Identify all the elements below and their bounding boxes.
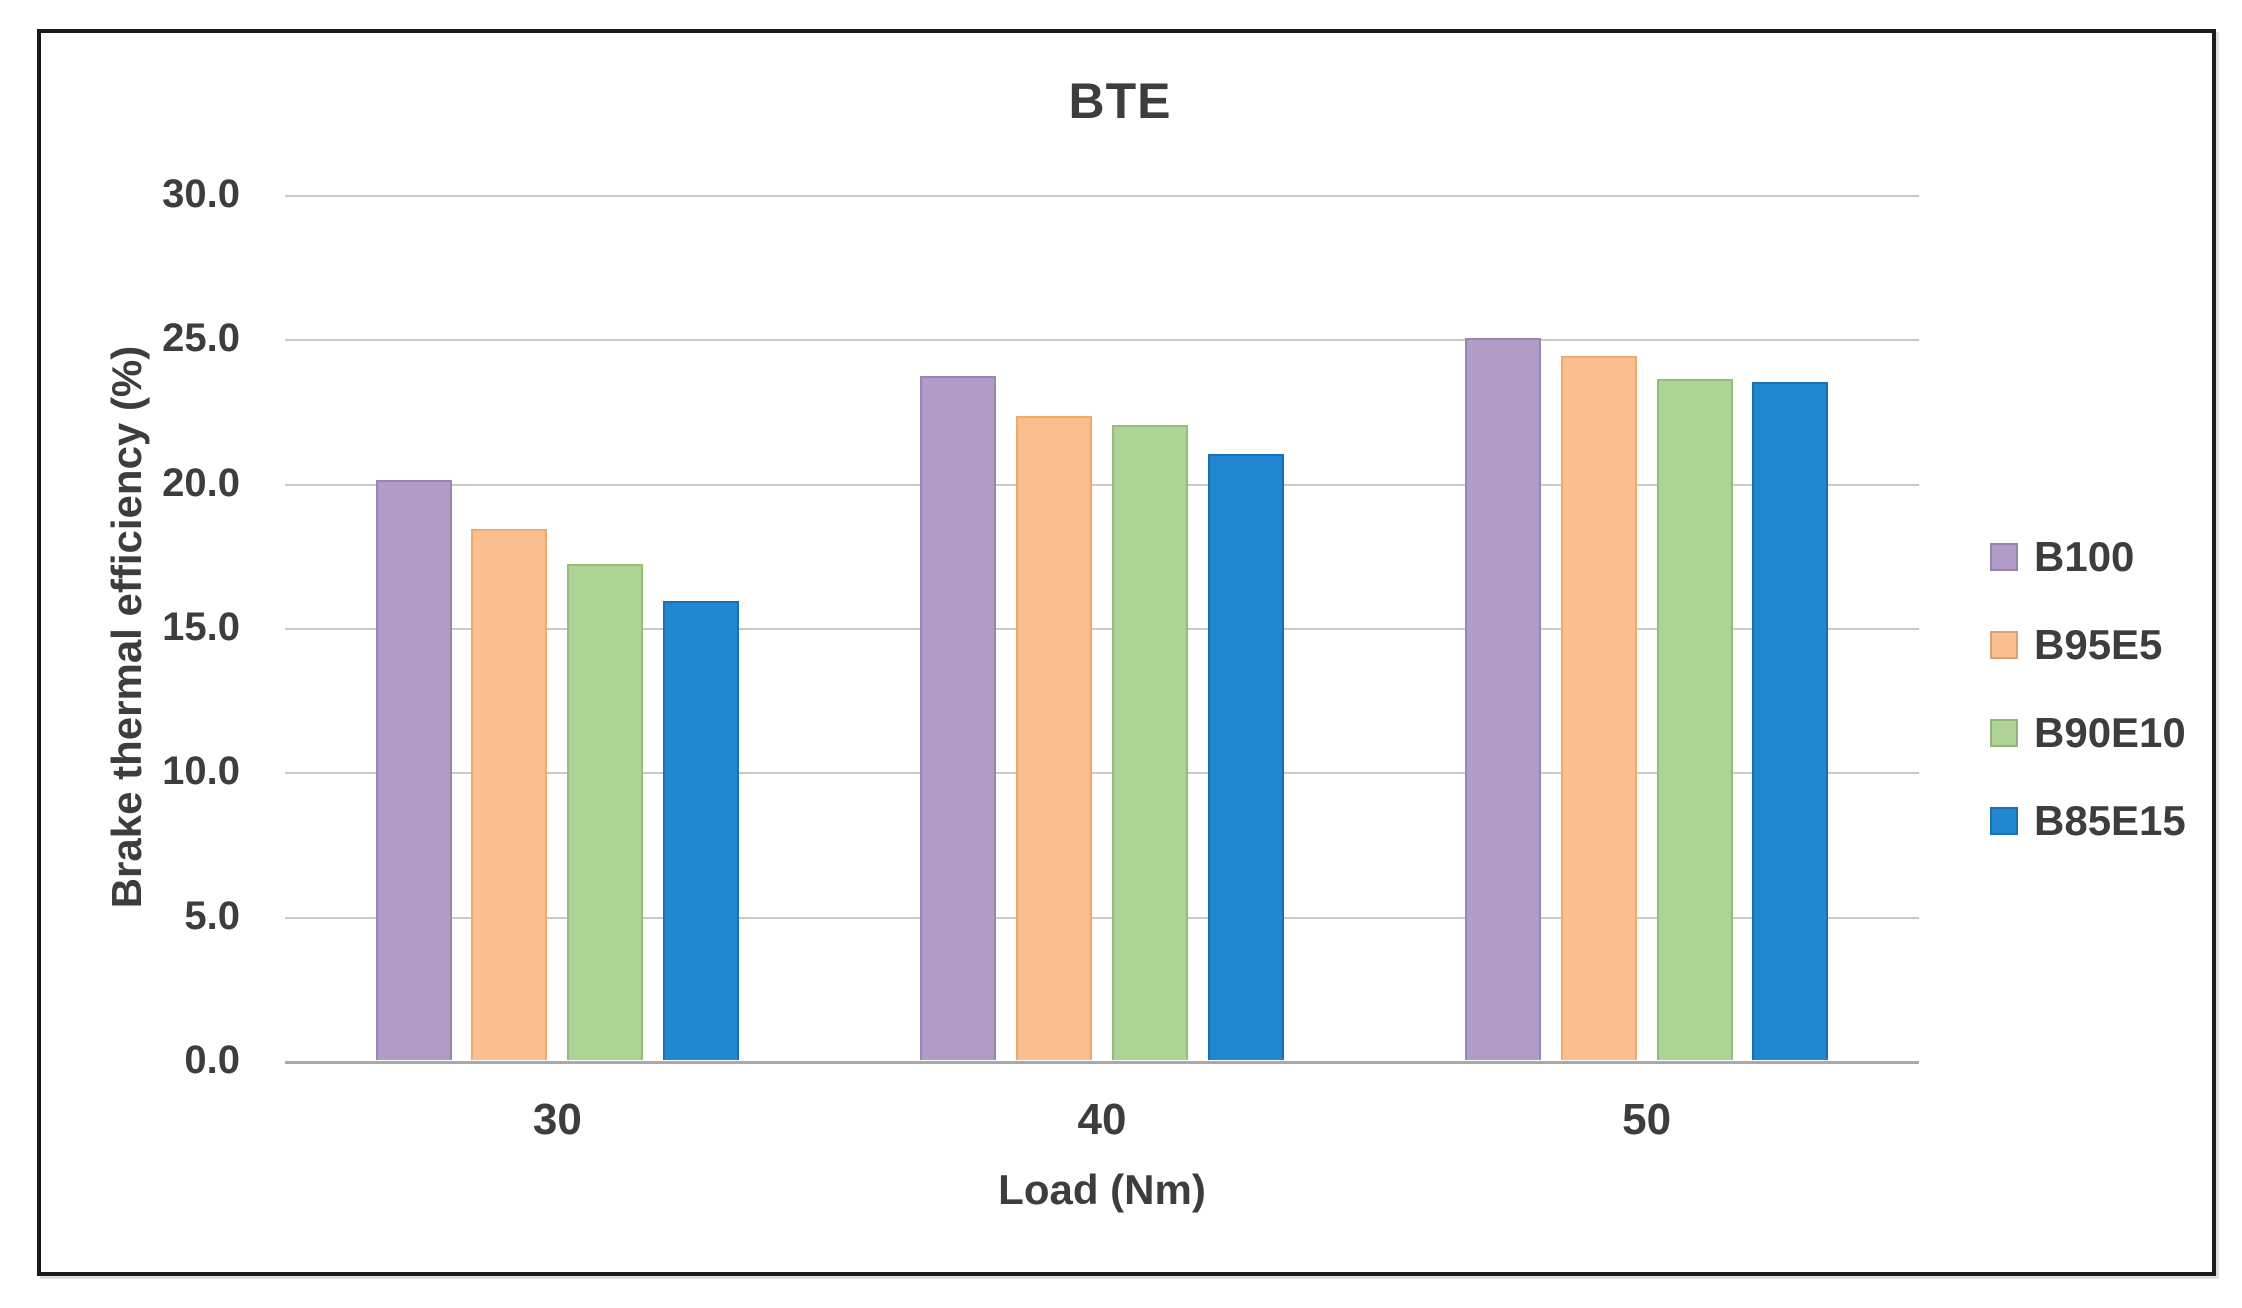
legend-label: B90E10 bbox=[2034, 709, 2186, 756]
bar-B85E15-load-30 bbox=[663, 601, 740, 1060]
x-axis-title: Load (Nm) bbox=[998, 1166, 1206, 1213]
plot-area bbox=[285, 194, 1919, 1064]
legend-label: B95E5 bbox=[2034, 621, 2163, 668]
y-tick-label-15.0: 15.0 bbox=[162, 605, 240, 649]
bar-B90E10-load-40 bbox=[1111, 424, 1188, 1060]
y-tick-label-25.0: 25.0 bbox=[162, 316, 240, 361]
legend-label: B85E15 bbox=[2034, 797, 2186, 844]
legend-swatch-icon bbox=[1990, 719, 2018, 747]
bar-B95E5-load-50 bbox=[1560, 355, 1637, 1060]
bar-B100-load-30 bbox=[375, 479, 452, 1060]
y-axis-tick-labels: 0.0 5.0 10.0 15.0 20.0 25.0 30.0 bbox=[90, 174, 240, 1080]
bar-B90E10-load-50 bbox=[1656, 378, 1733, 1060]
x-axis-tick-labels: 30 40 50 bbox=[285, 1098, 1919, 1158]
x-tick-label-50: 50 bbox=[1622, 1095, 1672, 1144]
legend-label: B100 bbox=[2034, 533, 2135, 580]
legend-item-B95E5: B95E5 bbox=[1990, 601, 2186, 689]
bar-B90E10-load-30 bbox=[567, 563, 644, 1060]
chart-title: BTE bbox=[1068, 73, 1172, 129]
bar-B85E15-load-50 bbox=[1752, 381, 1829, 1060]
gridline-y-15.0 bbox=[285, 628, 1919, 630]
y-tick-label-20.0: 20.0 bbox=[162, 460, 240, 505]
legend-item-B85E15: B85E15 bbox=[1990, 777, 2186, 865]
bar-B85E15-load-40 bbox=[1207, 453, 1284, 1060]
y-tick-label-0.0: 0.0 bbox=[184, 1038, 240, 1082]
legend-item-B90E10: B90E10 bbox=[1990, 689, 2186, 777]
gridline-y-30.0 bbox=[285, 195, 1919, 197]
gridline-y-25.0 bbox=[285, 339, 1919, 342]
bar-B100-load-50 bbox=[1464, 338, 1541, 1060]
x-tick-label-40: 40 bbox=[1077, 1095, 1127, 1144]
y-tick-label-10.0: 10.0 bbox=[162, 749, 240, 794]
bar-B95E5-load-40 bbox=[1016, 416, 1093, 1060]
legend: B100 B95E5 B90E10 B85E15 bbox=[1990, 513, 2186, 865]
y-tick-label-30.0: 30.0 bbox=[162, 172, 240, 216]
y-tick-label-5.0: 5.0 bbox=[184, 893, 240, 938]
gridline-y-20.0 bbox=[285, 483, 1919, 486]
gridline-y-5.0 bbox=[285, 916, 1919, 919]
legend-swatch-icon bbox=[1990, 543, 2018, 571]
legend-swatch-icon bbox=[1990, 631, 2018, 659]
x-tick-label-30: 30 bbox=[532, 1095, 582, 1144]
legend-swatch-icon bbox=[1990, 807, 2018, 835]
legend-item-B100: B100 bbox=[1990, 513, 2186, 601]
bar-B95E5-load-30 bbox=[471, 528, 548, 1060]
x-axis-line bbox=[285, 1061, 1919, 1064]
bar-B100-load-40 bbox=[920, 375, 997, 1060]
gridline-y-10.0 bbox=[285, 772, 1919, 775]
